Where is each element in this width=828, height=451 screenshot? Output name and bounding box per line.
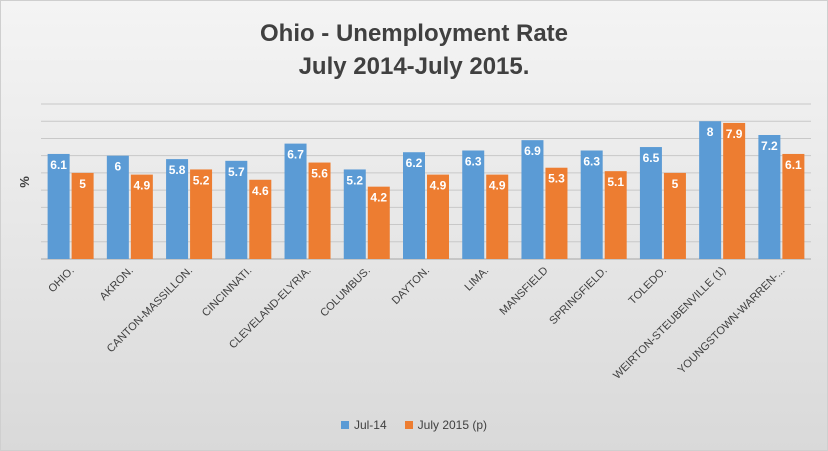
bars [47, 121, 805, 259]
x-tick-label: AKRON. [98, 265, 136, 303]
data-label: 4.9 [134, 179, 151, 193]
bar-jul-14-6 [403, 152, 425, 259]
legend-item-july-2015: July 2015 (p) [404, 418, 488, 432]
data-label: 5.3 [548, 172, 565, 186]
data-label: 6.7 [287, 148, 304, 162]
bar-july-2015-12 [782, 153, 805, 259]
bar-jul-14-7 [462, 150, 485, 259]
chart-title: Ohio - Unemployment Rate [259, 20, 569, 47]
data-label: 7.9 [726, 127, 743, 141]
bar-jul-14-5 [343, 169, 366, 259]
bar-july-2015-2 [190, 169, 213, 259]
data-label: 4.9 [489, 179, 506, 193]
data-label: 4.6 [252, 184, 269, 198]
bar-july-2015-7 [486, 174, 509, 259]
bar-jul-14-12 [758, 135, 781, 259]
data-label: 5 [672, 177, 679, 191]
data-label: 5.6 [311, 167, 328, 181]
data-label: 4.9 [430, 179, 447, 193]
data-label: 6.5 [643, 151, 660, 165]
x-tick-label: YOUNGSTOWN-WARREN-... [676, 265, 788, 377]
data-label: 8 [707, 125, 714, 139]
bar-july-2015-4 [308, 162, 331, 259]
gridlines [41, 103, 811, 260]
data-label: 6.9 [524, 144, 541, 158]
legend: Jul-14 July 2015 (p) [1, 418, 827, 432]
data-label: 5.8 [169, 163, 186, 177]
data-label: 6 [115, 160, 122, 174]
data-label: 6.2 [406, 156, 423, 170]
x-tick-label: OHIO. [46, 265, 77, 296]
x-tick-label: TOLEDO. [627, 265, 669, 307]
legend-swatch [404, 421, 413, 429]
bar-jul-14-3 [225, 160, 248, 259]
bar-jul-14-10 [639, 147, 662, 259]
x-tick-label: DAYTON. [390, 265, 432, 307]
bar-jul-14-11 [699, 121, 722, 259]
x-tick-label: COLUMBUS. [318, 265, 373, 320]
data-label: 5.2 [346, 173, 363, 187]
chart-subtitle: July 2014-July 2015. [298, 53, 530, 80]
y-axis-label: % [17, 176, 32, 188]
bar-july-2015-0 [71, 172, 94, 259]
bar-jul-14-8 [521, 140, 544, 259]
bar-july-2015-8 [545, 167, 568, 259]
legend-label: July 2015 (p) [417, 418, 488, 432]
bar-july-2015-5 [367, 186, 390, 259]
data-label: 6.1 [50, 158, 67, 172]
bar-july-2015-11 [723, 122, 746, 259]
data-label: 5.1 [607, 175, 624, 189]
bar-jul-14-0 [47, 153, 70, 259]
bar-july-2015-1 [130, 174, 153, 259]
bar-july-2015-9 [604, 171, 627, 259]
data-label: 6.3 [465, 155, 482, 169]
data-label: 4.2 [370, 191, 387, 205]
bar-july-2015-3 [249, 179, 272, 259]
bar-jul-14-1 [106, 155, 129, 259]
x-tick-label: LIMA. [463, 265, 492, 294]
data-label: 6.1 [785, 158, 802, 172]
x-tick-label: MANSFIELD [498, 265, 551, 318]
x-tick-label: CINCINNATI. [200, 265, 255, 320]
legend-label: Jul-14 [353, 418, 387, 432]
x-tick-label: WEIRTON-STEUBENVILLE (1) [611, 265, 728, 382]
x-tick-label: SPRINGFIELD. [547, 265, 610, 328]
bar-jul-14-2 [166, 159, 189, 259]
legend-item-jul-14: Jul-14 [340, 418, 387, 432]
data-label: 5.2 [193, 173, 210, 187]
data-label: 6.3 [583, 155, 600, 169]
bar-july-2015-6 [427, 174, 449, 259]
bar-jul-14-9 [580, 150, 603, 259]
legend-swatch [340, 421, 349, 429]
x-tick-labels: OHIO. AKRON.CANTON-MASSILLON. CINCINNATI.C… [46, 265, 787, 382]
chart-title-block: Ohio - Unemployment Rate July 2014-July … [1, 17, 827, 83]
data-label: 5 [79, 177, 86, 191]
data-label: 7.2 [761, 139, 778, 153]
data-label: 5.7 [228, 165, 245, 179]
bar-jul-14-4 [284, 143, 307, 259]
bar-july-2015-10 [663, 172, 686, 259]
data-labels: 6.1 5 6 4.9 5.8 5.2 5.7 4.6 6.7 5.6 5.2 4.2 6.2 4.9 6.… [50, 125, 802, 204]
